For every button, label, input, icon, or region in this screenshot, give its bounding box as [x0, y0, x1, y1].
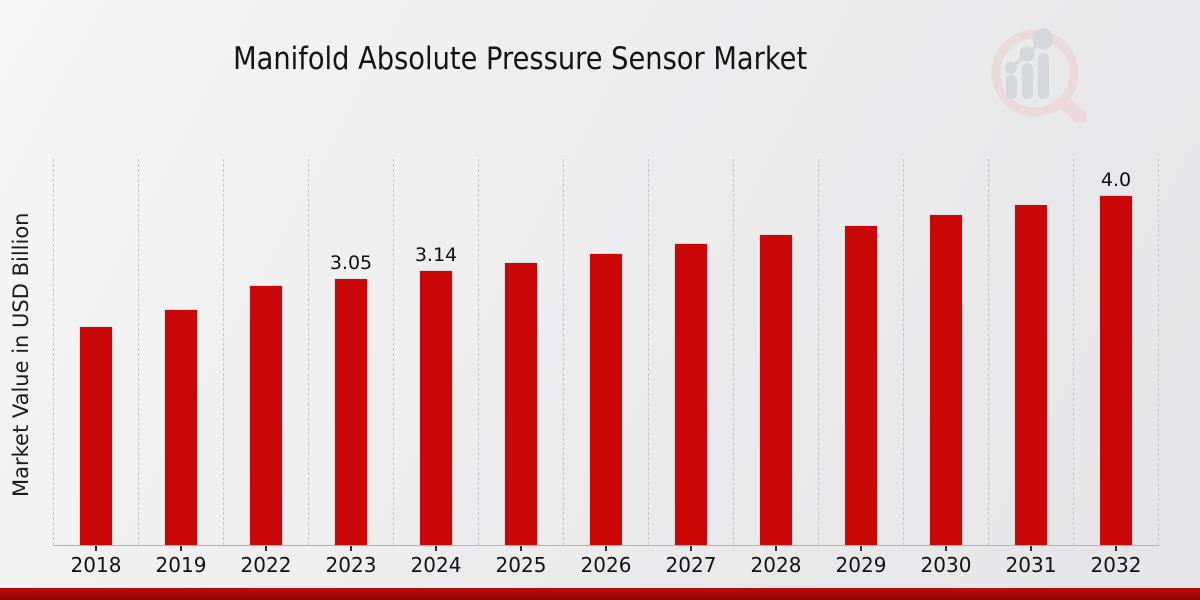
x-tick-label: 2026	[580, 553, 632, 577]
chart-column-2023: 3.05 2023	[308, 159, 393, 577]
bar-value-label: 4.0	[1100, 169, 1132, 191]
chart-column-2026: 2026	[563, 159, 648, 577]
bar-value-label: 3.14	[414, 244, 458, 266]
x-axis-tick	[95, 546, 97, 551]
x-axis-tick	[690, 546, 692, 551]
x-axis-tick	[435, 546, 437, 551]
x-tick-label: 2024	[410, 553, 462, 577]
x-tick-label: 2022	[240, 553, 292, 577]
chart-column-2030: 2030	[903, 159, 988, 577]
x-axis-tick	[180, 546, 182, 551]
bar-2026	[589, 253, 623, 545]
bar-2022	[249, 285, 283, 545]
chart-column-2025: 2025	[478, 159, 563, 577]
x-tick-label: 2029	[835, 553, 887, 577]
x-tick-label: 2019	[155, 553, 207, 577]
bar-2029	[844, 225, 878, 545]
x-axis-tick	[1115, 546, 1117, 551]
x-tick-label: 2028	[750, 553, 802, 577]
x-axis-tick	[775, 546, 777, 551]
chart-column-2027: 2027	[648, 159, 733, 577]
bar-2024	[419, 270, 453, 545]
bar-2028	[759, 234, 793, 545]
bar-2018	[79, 326, 113, 545]
page-title: Manifold Absolute Pressure Sensor Market	[232, 41, 808, 77]
x-tick-label: 2030	[920, 553, 972, 577]
y-axis-label: Market Value in USD Billion	[9, 212, 33, 498]
x-axis-tick	[350, 546, 352, 551]
bar-2031	[1014, 204, 1048, 545]
bar-chart-plot-area: 2018 2019 2022 3.05 2023 3.14 2024 2025 2026 2027…	[53, 159, 1159, 577]
chart-column-2028: 2028	[733, 159, 818, 577]
chart-column-2032: 4.0 2032	[1073, 159, 1158, 577]
x-tick-label: 2025	[495, 553, 547, 577]
x-tick-label: 2032	[1090, 553, 1142, 577]
x-axis-tick	[1030, 546, 1032, 551]
chart-column-2029: 2029	[818, 159, 903, 577]
footer-red-band	[0, 588, 1200, 600]
bar-2023	[334, 278, 368, 545]
x-tick-label: 2018	[70, 553, 122, 577]
x-axis-tick	[945, 546, 947, 551]
x-axis-tick	[265, 546, 267, 551]
bar-2025	[504, 262, 538, 545]
bar-value-label: 3.05	[329, 252, 373, 274]
x-axis-tick	[605, 546, 607, 551]
chart-column-2031: 2031	[988, 159, 1073, 577]
bar-2019	[164, 309, 198, 545]
x-tick-label: 2027	[665, 553, 717, 577]
bar-2032	[1099, 195, 1133, 545]
x-tick-label: 2023	[325, 553, 377, 577]
chart-column-2024: 3.14 2024	[393, 159, 478, 577]
chart-title-container: Manifold Absolute Pressure Sensor Market	[0, 41, 1040, 77]
chart-column-2022: 2022	[223, 159, 308, 577]
x-axis-tick	[520, 546, 522, 551]
x-tick-label: 2031	[1005, 553, 1057, 577]
magnifier-bar-chart-logo-icon	[991, 28, 1087, 122]
chart-column-2018: 2018	[53, 159, 138, 577]
bar-2030	[929, 214, 963, 545]
x-axis-tick	[860, 546, 862, 551]
bar-2027	[674, 243, 708, 545]
chart-column-2019: 2019	[138, 159, 223, 577]
